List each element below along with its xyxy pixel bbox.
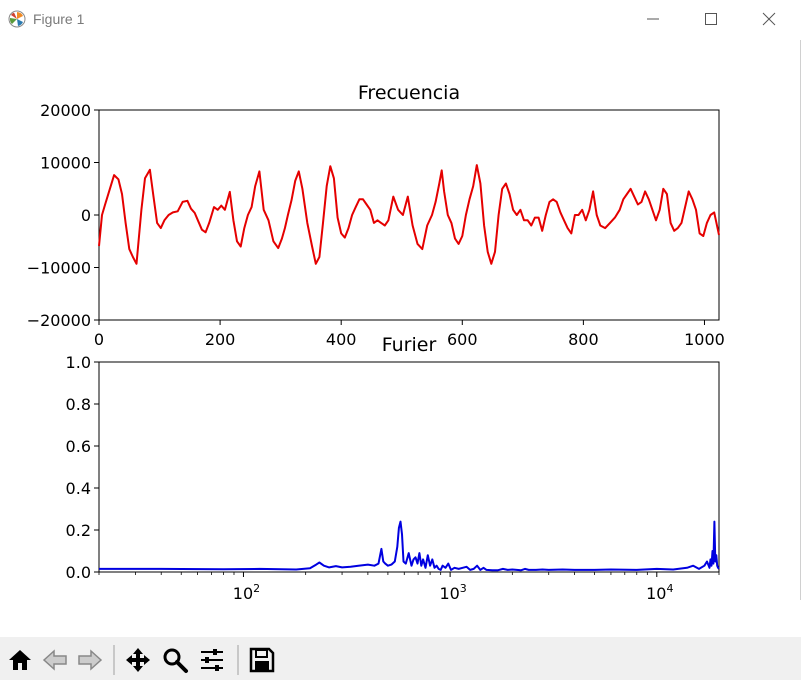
home-icon [9,650,31,670]
frecuencia-series-line [98,164,720,265]
back-icon [42,649,67,671]
zoom-icon [163,648,188,673]
furier-y-ticks: 1.0 0.8 0.6 0.4 0.2 0.0 [66,353,99,582]
furier-title: Furier [382,334,437,356]
maximize-button[interactable] [688,0,734,38]
x-tick-label: 103 [439,582,466,603]
x-tick-label: 600 [447,330,478,349]
frecuencia-axes: Frecuencia 0 200 400 600 800 1000 20000 10000 0… [27,82,725,349]
y-tick-label: 0.0 [66,563,91,582]
window-title: Figure 1 [33,11,85,27]
save-button[interactable] [245,643,279,677]
toolbar-separator [237,645,239,675]
y-tick-label: 0.6 [66,437,91,456]
toolbar-separator [113,645,115,675]
minimize-icon [647,18,659,20]
forward-icon [78,649,103,671]
matplotlib-logo-icon [8,10,26,28]
y-tick-label: −20000 [27,311,91,330]
x-tick-label: 0 [94,330,104,349]
pan-button[interactable] [121,643,155,677]
window-title-bar: Figure 1 [0,0,801,40]
furier-axes: 102 103 104 1.00.80.60.40.20.0 [66,353,720,603]
y-tick-label: 10000 [40,154,91,173]
y-tick-label: 0.4 [66,479,91,498]
close-icon [762,12,776,26]
pan-icon [126,648,150,672]
x-tick-label: 104 [646,582,673,603]
x-tick-base: 10 [233,584,253,603]
x-tick-exponent: 3 [460,582,467,595]
x-tick-label: 200 [205,330,236,349]
maximize-icon [705,13,717,25]
configure-subplots-button[interactable] [195,643,229,677]
close-button[interactable] [746,0,792,38]
x-tick-label: 400 [326,330,357,349]
furier-x-ticks: 102 103 104 [98,572,720,603]
x-tick-base: 10 [646,584,666,603]
x-tick-label: 1000 [684,330,725,349]
furier-series-line [99,520,720,572]
furier-plot-frame [98,361,720,573]
frecuencia-x-ticks: 0 200 400 600 800 1000 [94,320,725,349]
y-tick-label: 0.2 [66,521,91,540]
home-button[interactable] [3,643,37,677]
zoom-button[interactable] [158,643,192,677]
x-tick-exponent: 2 [253,582,260,595]
y-tick-label: 20000 [40,101,91,120]
navigation-toolbar [0,637,801,680]
x-tick-label: 102 [233,582,260,603]
y-tick-label: −10000 [27,259,91,278]
configure-subplots-icon [201,649,223,671]
save-icon [249,647,275,673]
x-tick-base: 10 [439,584,459,603]
minimize-button[interactable] [630,0,676,38]
x-tick-exponent: 4 [666,582,673,595]
y-tick-label: 1.0 [66,353,91,372]
frecuencia-title: Frecuencia [358,82,460,104]
forward-button[interactable] [73,643,107,677]
x-tick-label: 800 [568,330,599,349]
y-tick-label: 0 [81,206,91,225]
y-tick-label: 0.8 [66,395,91,414]
figure-canvas[interactable]: Frecuencia 0 200 400 600 800 1000 20000 10000 0… [0,40,801,637]
frecuencia-plot-frame [98,109,720,321]
frecuencia-y-ticks: 20000 10000 0 −10000 −20000 [27,101,99,330]
back-button[interactable] [38,643,72,677]
